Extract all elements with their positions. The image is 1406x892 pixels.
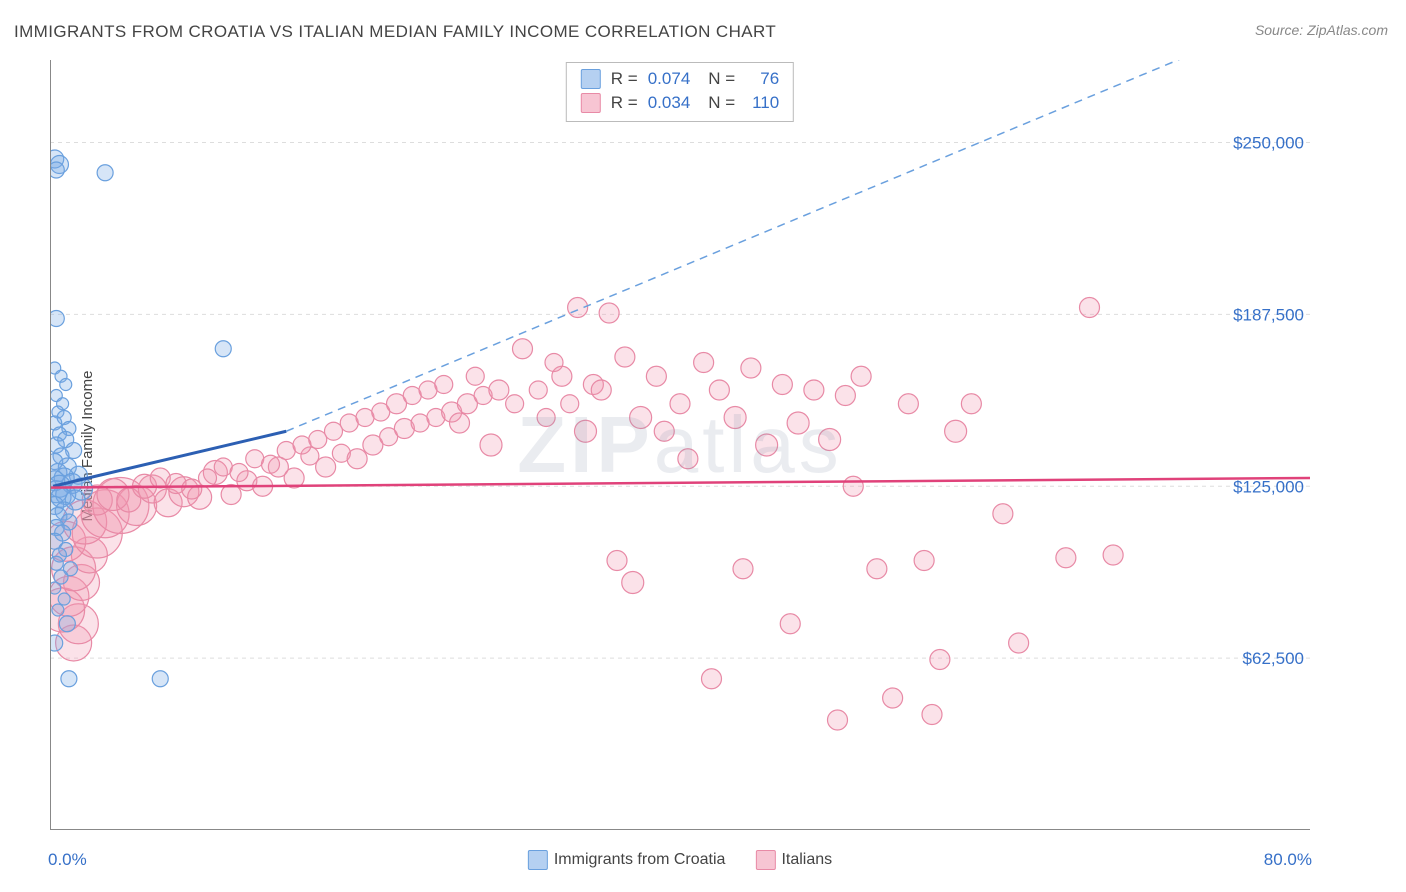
svg-text:$125,000: $125,000 <box>1233 477 1304 496</box>
chart-source: Source: ZipAtlas.com <box>1255 22 1388 38</box>
stat-row: R = 0.034 N = 110 <box>581 91 779 115</box>
series-italians <box>50 298 1123 731</box>
x-axis-label-min: 0.0% <box>48 850 87 870</box>
stat-n-label: N = <box>708 67 735 91</box>
legend-item: Italians <box>755 850 832 870</box>
stat-swatch <box>581 93 601 113</box>
legend-swatch <box>528 850 548 870</box>
stat-row: R = 0.074 N = 76 <box>581 67 779 91</box>
stat-r-label: R = <box>611 67 638 91</box>
legend-item: Immigrants from Croatia <box>528 850 726 870</box>
stat-swatch <box>581 69 601 89</box>
svg-text:$250,000: $250,000 <box>1233 134 1304 153</box>
legend-label: Immigrants from Croatia <box>554 851 726 868</box>
svg-text:$62,500: $62,500 <box>1243 649 1304 668</box>
stat-r-value: 0.034 <box>648 91 691 115</box>
svg-text:$187,500: $187,500 <box>1233 305 1304 324</box>
x-axis-label-max: 80.0% <box>1264 850 1312 870</box>
bottom-legend: Immigrants from Croatia Italians <box>528 850 832 870</box>
stat-n-value: 76 <box>745 67 779 91</box>
stat-r-label: R = <box>611 91 638 115</box>
legend-swatch <box>755 850 775 870</box>
plot-area: $62,500$125,000$187,500$250,000 ZIPatlas… <box>50 60 1310 830</box>
stat-n-value: 110 <box>745 91 779 115</box>
stat-n-label: N = <box>708 91 735 115</box>
stat-r-value: 0.074 <box>648 67 691 91</box>
chart-svg: $62,500 $125,000 $187,500 $250,000 <box>50 60 1310 830</box>
legend-label: Italians <box>781 851 832 868</box>
correlation-stat-box: R = 0.074 N = 76 R = 0.034 N = 110 <box>566 62 794 122</box>
chart-container: IMMIGRANTS FROM CROATIA VS ITALIAN MEDIA… <box>0 0 1406 892</box>
chart-title: IMMIGRANTS FROM CROATIA VS ITALIAN MEDIA… <box>14 22 776 42</box>
